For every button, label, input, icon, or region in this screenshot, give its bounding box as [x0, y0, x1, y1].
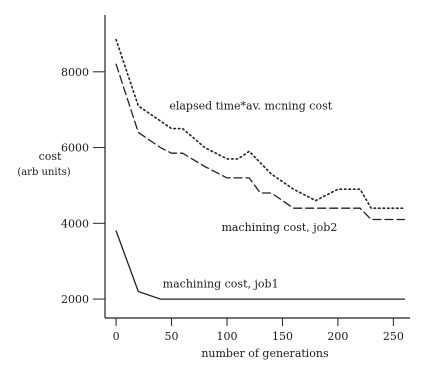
- ticks: 2000 4000 6000 8000 0 50 100 150 200 250: [61, 66, 404, 343]
- y-axis-label: cost: [39, 150, 62, 163]
- series-line-1: [115, 38, 406, 209]
- x-tick-label: 150: [272, 330, 293, 343]
- x-tick-label: 250: [383, 330, 404, 343]
- series-annotation-1: elapsed time*av. mcning cost: [169, 100, 332, 113]
- x-tick-label: 100: [217, 330, 238, 343]
- series-annotation-3: machining cost, job1: [163, 278, 279, 291]
- x-tick-label: 50: [165, 330, 179, 343]
- axes: [104, 15, 410, 319]
- y-axis-unit-label: (arb units): [17, 167, 70, 178]
- series-annotation-2: machining cost, job2: [221, 221, 337, 234]
- annotations: elapsed time*av. mcning cost machining co…: [163, 100, 338, 291]
- y-tick-label: 8000: [61, 66, 89, 79]
- y-tick-label: 4000: [61, 217, 89, 230]
- y-tick-label: 6000: [61, 142, 89, 155]
- series-line-3: [115, 230, 406, 300]
- x-axis-label: number of generations: [201, 347, 329, 360]
- x-tick-label: 0: [113, 330, 120, 343]
- x-tick-label: 200: [327, 330, 348, 343]
- y-tick-label: 2000: [61, 293, 89, 306]
- series-group: [115, 38, 406, 300]
- series-line-2: [115, 63, 406, 221]
